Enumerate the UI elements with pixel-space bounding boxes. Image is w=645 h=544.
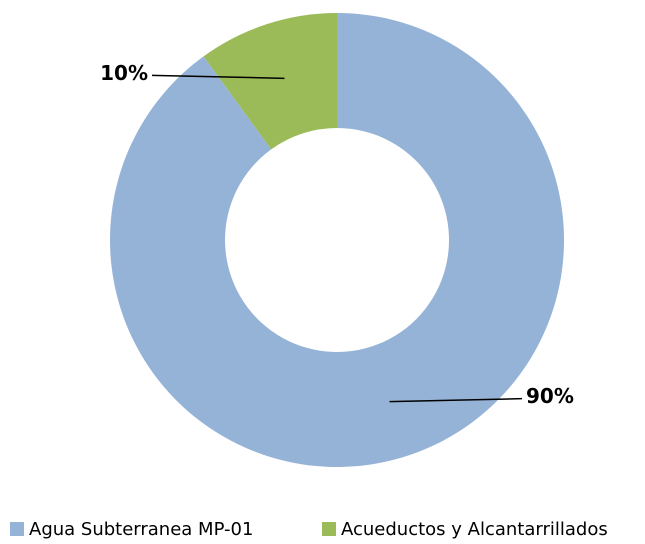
donut-slice: [109, 13, 564, 467]
value-label: 10%: [100, 61, 148, 85]
value-label: 90%: [526, 384, 574, 408]
legend-swatch: [10, 522, 24, 536]
donut-slice: [203, 13, 337, 150]
leader-line: [151, 74, 285, 80]
legend-swatch: [322, 522, 336, 536]
legend-label: Acueductos y Alcantarrillados: [341, 519, 608, 540]
legend-label: Agua Subterranea MP-01: [29, 519, 253, 540]
leader-line: [389, 397, 523, 403]
